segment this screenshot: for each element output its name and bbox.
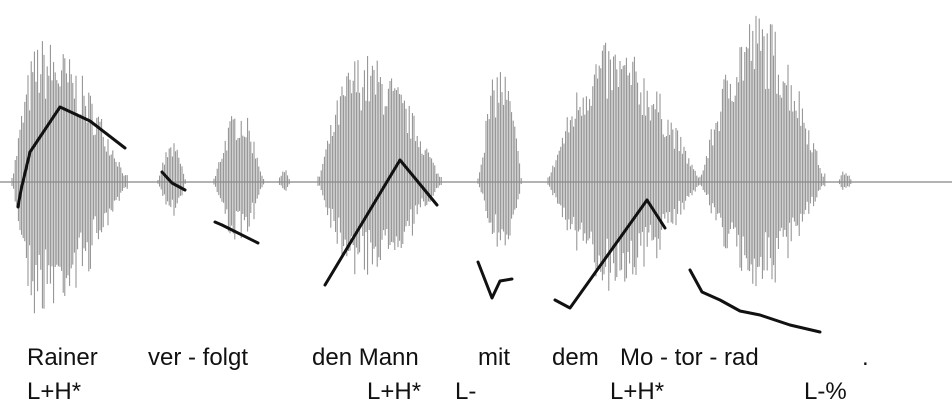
tone-label: L+H* [610,378,665,405]
pitch-contour [16,105,127,209]
pitch-contour [213,220,260,245]
waveform [0,15,952,334]
pitch-contour [160,170,187,192]
tone-label: L+H* [27,378,82,405]
word: . [862,344,869,371]
word: Rainer [27,344,98,371]
word: ver - folgt [148,344,249,371]
word: mit [478,344,510,371]
word: dem [552,344,599,371]
waveform-bursts [11,15,852,314]
word: Mo - tor - rad [620,344,759,371]
pitch-contour [476,260,514,300]
pitch-contour [323,158,439,287]
tone-label: L-% [804,378,847,405]
pitch-contour [553,198,667,310]
pitch-contour [688,268,822,334]
word: den Mann [312,344,419,371]
tone-label: L- [455,378,477,405]
tone-label: L+H* [367,378,422,405]
